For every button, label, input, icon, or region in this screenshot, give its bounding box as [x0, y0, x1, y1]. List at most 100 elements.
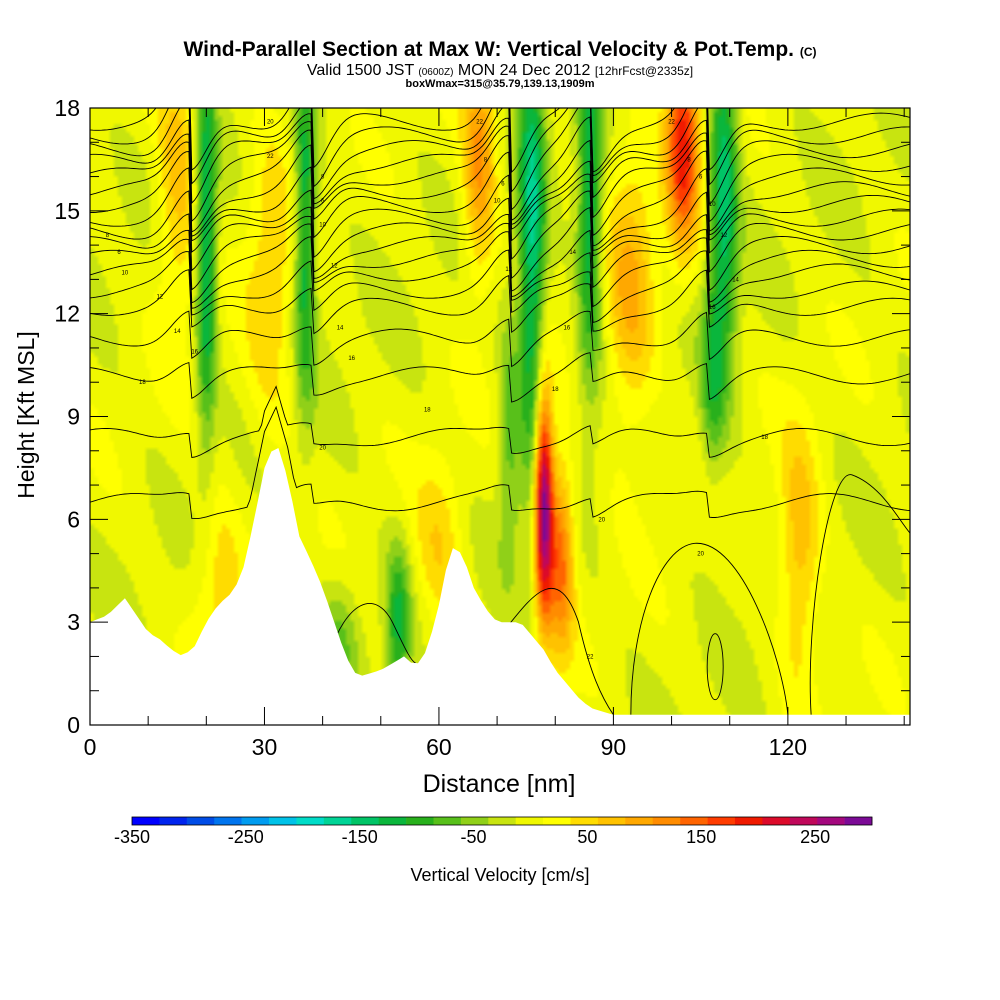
colorbar-swatch	[214, 817, 242, 825]
valid-date: MON 24 Dec 2012	[457, 62, 591, 79]
theta-contour	[90, 310, 910, 368]
colorbar-tick-label: 250	[800, 827, 830, 847]
colorbar-tick-label: -50	[460, 827, 486, 847]
colorbar-swatch	[680, 817, 708, 825]
contour-label: 6	[501, 181, 505, 187]
contour-label: 8	[106, 233, 110, 239]
theta-contour	[90, 249, 910, 323]
theta-contour	[90, 125, 910, 233]
x-axis-label: Distance [nm]	[423, 770, 576, 798]
contour-label: 16	[709, 305, 716, 311]
colorbar-swatch	[597, 817, 626, 825]
colorbar: -350 -250 -150 -50 50 150 250	[114, 816, 873, 847]
contour-label: 8	[321, 175, 325, 181]
theta-contour	[90, 167, 910, 260]
colorbar-swatch	[817, 817, 845, 825]
chart-title-text: Wind-Parallel Section at Max W: Vertical…	[183, 38, 794, 61]
colorbar-swatch	[433, 817, 462, 825]
contour-label: 8	[687, 157, 691, 163]
contour-label: 18	[552, 387, 559, 393]
colorbar-tick-label: 150	[686, 827, 716, 847]
chart-subtitle: boxWmax=315@35.79,139.13,1909m	[405, 78, 595, 90]
y-axis-label: Height [Kft MSL]	[13, 331, 39, 498]
chart-title: Wind-Parallel Section at Max W: Vertical…	[0, 38, 1000, 62]
x-tick-label: 120	[769, 734, 807, 760]
theta-contour	[328, 603, 416, 664]
theta-contour	[630, 542, 789, 715]
contour-label: 6	[699, 175, 703, 181]
theta-contour	[90, 190, 910, 280]
colorbar-swatch	[844, 817, 873, 825]
theta-contour	[90, 116, 910, 223]
colorbar-swatch	[762, 817, 791, 825]
contour-label: 22	[476, 120, 483, 126]
contour-label: 14	[174, 329, 181, 335]
x-tick-label: 60	[426, 734, 452, 760]
colorbar-swatch	[269, 817, 297, 825]
theta-contour	[90, 222, 910, 304]
y-tick-label: 3	[67, 609, 80, 635]
contour-label: 18	[761, 435, 768, 441]
x-tick-label: 90	[601, 734, 627, 760]
colorbar-swatch	[652, 817, 681, 825]
potential-temperature-contours	[90, 108, 910, 715]
colorbar-swatch	[351, 817, 379, 825]
colorbar-tick-label: -150	[342, 827, 378, 847]
theta-contour	[90, 206, 910, 292]
y-tick-label: 0	[67, 712, 80, 738]
valid-time-utc: (0600Z)	[418, 67, 454, 78]
colorbar-swatch	[488, 817, 517, 825]
contour-label: 16	[348, 356, 355, 362]
colorbar-swatch	[625, 817, 654, 825]
theta-contour	[90, 352, 910, 403]
contour-label: 20	[598, 517, 605, 523]
contour-label: 14	[337, 325, 344, 331]
theta-contour	[90, 385, 910, 459]
theta-contour	[90, 108, 910, 174]
colorbar-swatch	[406, 817, 434, 825]
contour-label: 12	[331, 264, 338, 270]
contour-label: 6	[117, 250, 121, 256]
y-tick-label: 18	[54, 95, 80, 121]
contour-label: 10	[494, 199, 501, 205]
colorbar-swatch	[543, 817, 571, 825]
x-tick-label: 30	[252, 734, 278, 760]
colorbar-swatch	[159, 817, 188, 825]
theta-contour	[90, 150, 910, 247]
y-tick-label: 12	[54, 301, 80, 327]
valid-time-line: Valid 1500 JST (0600Z) MON 24 Dec 2012 […	[0, 62, 1000, 80]
colorbar-swatch	[707, 817, 736, 825]
contour-label: 22	[267, 154, 274, 160]
theta-contour	[90, 269, 910, 335]
y-tick-label: 6	[67, 506, 80, 532]
colorbar-frame	[131, 816, 873, 826]
contour-label: 10	[122, 271, 129, 277]
copyright-mark: (C)	[799, 45, 817, 59]
contour-label: 18	[139, 380, 146, 386]
colorbar-swatch	[734, 817, 763, 825]
y-tick-label: 15	[54, 198, 80, 224]
colorbar-tick-label: -350	[114, 827, 150, 847]
colorbar-swatch	[323, 817, 352, 825]
contour-label: 6	[321, 199, 325, 205]
contour-label: 8	[484, 157, 488, 163]
contour-label: 12	[156, 295, 163, 301]
contour-label: 10	[709, 202, 716, 208]
valid-time-local: Valid 1500 JST	[306, 62, 414, 79]
contour-label: 20	[697, 552, 704, 558]
contour-label: 14	[569, 250, 576, 256]
theta-contour	[90, 405, 910, 520]
contour-label: 12	[721, 233, 728, 239]
axes: 0 3 6 9 12 15 18 0 30 60 90 120	[54, 95, 910, 760]
colorbar-swatch	[789, 817, 818, 825]
contour-label: 22	[668, 120, 675, 126]
contour-label: 16	[564, 325, 571, 331]
contour-label: 18	[424, 408, 431, 414]
theta-contour	[90, 108, 910, 211]
x-tick-label: 0	[84, 734, 97, 760]
colorbar-swatch	[132, 817, 160, 825]
colorbar-swatch	[186, 817, 215, 825]
theta-contour	[706, 633, 724, 701]
contour-label: 16	[191, 349, 198, 355]
colorbar-swatch	[460, 817, 489, 825]
